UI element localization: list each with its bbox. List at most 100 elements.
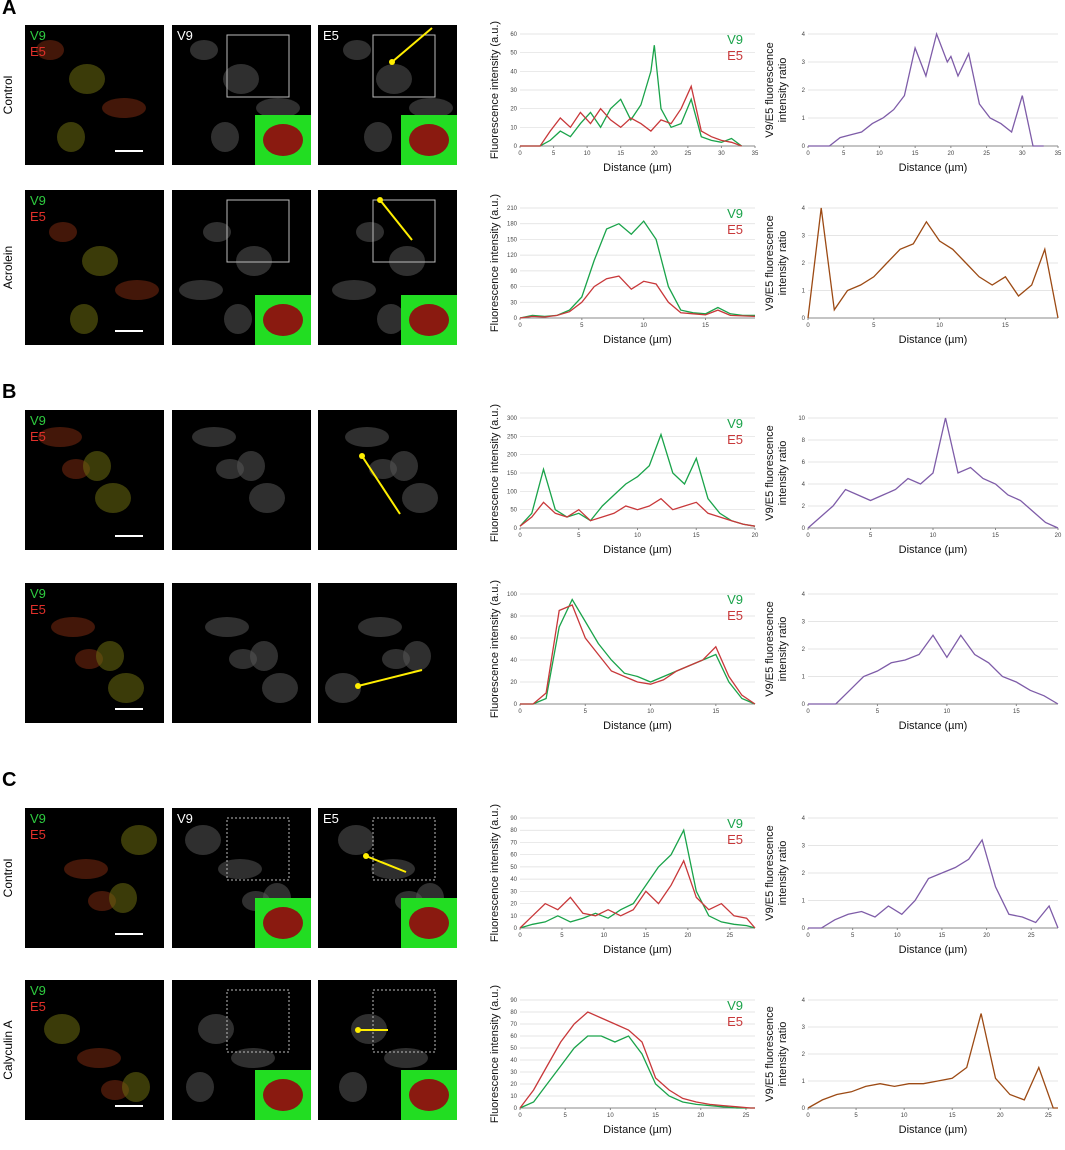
y-tick-label: 80 — [510, 614, 517, 620]
y-tick-label: 0 — [802, 702, 806, 708]
cell — [51, 617, 95, 637]
cell — [64, 859, 108, 879]
series-line — [807, 417, 1059, 529]
inset-box — [372, 989, 436, 1053]
y-tick-label: 8 — [802, 438, 806, 444]
panel-letter: C — [2, 769, 16, 791]
y-tick-label: 2 — [802, 261, 806, 267]
cell — [211, 122, 239, 152]
x-tick-label: 10 — [944, 709, 951, 715]
x-tick-label: 20 — [948, 151, 955, 157]
series-line — [808, 634, 1059, 705]
y-axis-label: V9/E5 fluorescence — [764, 215, 776, 310]
x-tick-label: 5 — [564, 1113, 568, 1119]
x-tick-label: 5 — [869, 533, 873, 539]
legend-label: E5 — [727, 222, 743, 237]
y-tick-label: 0 — [514, 144, 518, 150]
x-tick-label: 15 — [643, 933, 650, 939]
cell — [38, 427, 82, 447]
y-tick-label: 0 — [802, 316, 806, 322]
cell — [339, 1072, 367, 1102]
y-tick-label: 90 — [510, 269, 517, 275]
cell — [358, 617, 402, 637]
cell — [376, 64, 412, 94]
x-tick-label: 0 — [806, 323, 810, 329]
cell — [364, 122, 392, 152]
legend-label: V9 — [727, 816, 743, 831]
y-tick-label: 200 — [507, 453, 518, 459]
cell — [70, 304, 98, 334]
cell — [44, 1014, 80, 1044]
x-tick-label: 15 — [939, 933, 946, 939]
x-tick-label: 5 — [580, 323, 584, 329]
cell — [256, 98, 300, 118]
y-axis-label: intensity ratio — [777, 1022, 789, 1087]
legend-label: E5 — [727, 48, 743, 63]
inset-box — [372, 34, 436, 98]
y-tick-label: 60 — [510, 636, 517, 642]
cell — [403, 641, 431, 671]
series-line — [519, 859, 756, 929]
x-tick-label: 10 — [601, 933, 608, 939]
x-axis-label: Distance (µm) — [899, 944, 968, 956]
y-tick-label: 2 — [802, 504, 806, 510]
y-axis-label: V9/E5 fluorescence — [764, 1006, 776, 1101]
x-tick-label: 20 — [1055, 533, 1062, 539]
cell — [229, 649, 257, 669]
x-tick-label: 10 — [876, 151, 883, 157]
cell — [223, 64, 259, 94]
y-tick-label: 70 — [510, 1022, 517, 1028]
image-label: E5 — [30, 429, 46, 444]
x-tick-label: 25 — [1028, 933, 1035, 939]
x-tick-label: 20 — [983, 933, 990, 939]
cell — [369, 459, 397, 479]
series-line — [519, 1011, 755, 1109]
y-tick-label: 20 — [510, 680, 517, 686]
x-axis-label: Distance (µm) — [603, 720, 672, 732]
x-tick-label: 10 — [584, 151, 591, 157]
inset-box — [226, 989, 290, 1053]
x-axis-label: Distance (µm) — [899, 162, 968, 174]
cell — [190, 40, 218, 60]
x-tick-label: 0 — [806, 709, 810, 715]
cell — [69, 64, 105, 94]
x-tick-label: 25 — [983, 151, 990, 157]
x-tick-label: 5 — [876, 709, 880, 715]
y-tick-label: 60 — [510, 285, 517, 291]
cell — [338, 825, 374, 855]
cell — [250, 641, 278, 671]
cell — [88, 891, 116, 911]
y-axis-label: intensity ratio — [777, 231, 789, 296]
legend-label: E5 — [727, 1014, 743, 1029]
inset-cell — [409, 304, 449, 336]
x-tick-label: 20 — [685, 933, 692, 939]
series-line — [807, 207, 1059, 319]
y-tick-label: 120 — [507, 253, 518, 259]
x-tick-label: 5 — [851, 933, 855, 939]
y-tick-label: 0 — [802, 144, 806, 150]
x-tick-label: 25 — [1045, 1113, 1052, 1119]
cell — [62, 459, 90, 479]
cell — [82, 246, 118, 276]
y-axis-label: Fluorescence intensity (a.u.) — [489, 21, 501, 159]
y-tick-label: 0 — [514, 526, 518, 532]
cell — [343, 40, 371, 60]
inset-box — [226, 199, 290, 263]
x-tick-label: 20 — [997, 1113, 1004, 1119]
cell — [179, 280, 223, 300]
y-tick-label: 40 — [510, 877, 517, 883]
x-tick-label: 15 — [992, 533, 999, 539]
x-tick-label: 5 — [560, 933, 564, 939]
legend-label: V9 — [727, 416, 743, 431]
x-tick-label: 0 — [518, 709, 522, 715]
x-tick-label: 0 — [518, 151, 522, 157]
y-tick-label: 0 — [514, 926, 518, 932]
x-tick-label: 10 — [901, 1113, 908, 1119]
inset-cell — [409, 124, 449, 156]
y-tick-label: 40 — [510, 658, 517, 664]
cell — [185, 825, 221, 855]
image-label: V9 — [30, 193, 46, 208]
cell — [115, 280, 159, 300]
cell — [262, 673, 298, 703]
